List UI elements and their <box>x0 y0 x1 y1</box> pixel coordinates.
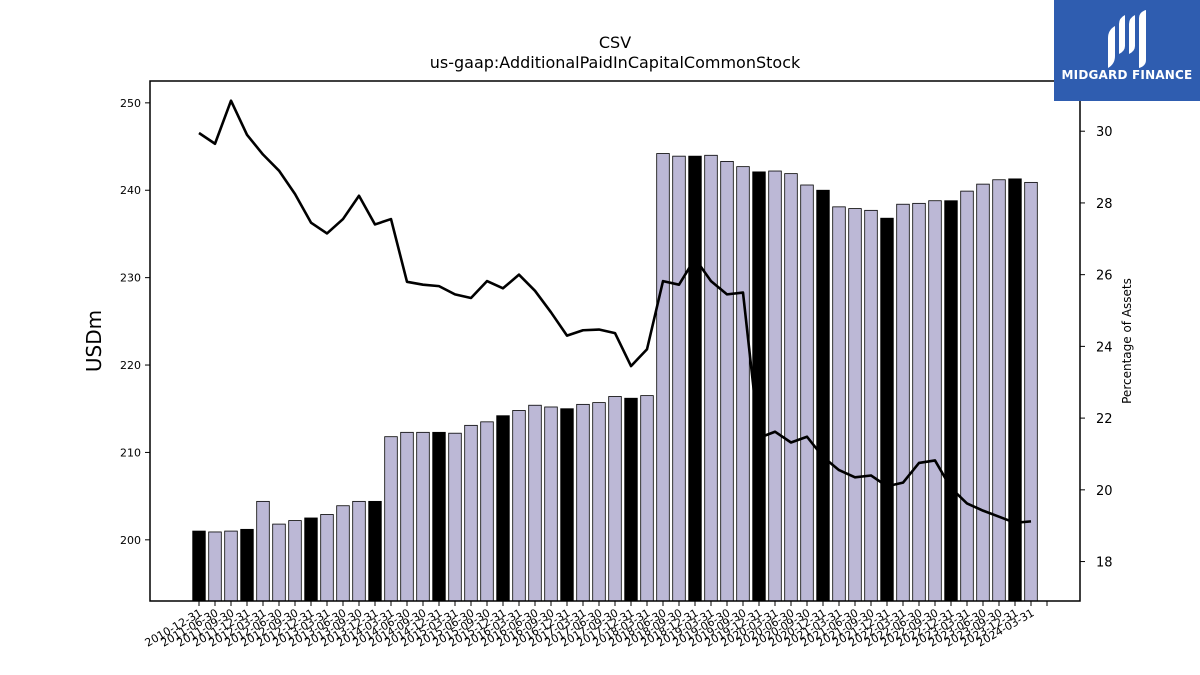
bar-40 <box>832 206 846 602</box>
bar-49 <box>976 183 990 602</box>
bar-2 <box>224 530 238 602</box>
bar-44 <box>896 203 910 602</box>
logo-mark-icon <box>1108 10 1146 68</box>
y-axis-left: 200 210 220 230 240 250 <box>120 97 150 547</box>
bar-10 <box>352 500 366 602</box>
bar-21 <box>528 404 542 602</box>
y-right-tick-label-2: 22 <box>1096 412 1113 427</box>
bar-45 <box>912 202 926 602</box>
bar-15 <box>432 431 446 602</box>
y-left-tick-label-1: 210 <box>120 446 141 459</box>
bar-32 <box>704 154 718 602</box>
x-axis: 2010-12-312011-06-302011-09-302011-12-31… <box>143 601 1048 650</box>
bar-17 <box>464 424 478 602</box>
bar-20 <box>512 410 526 602</box>
bar-7 <box>304 517 318 602</box>
y-axis-right-label: Percentage of Assets <box>1120 278 1134 404</box>
bar-51 <box>1008 178 1022 602</box>
bar-48 <box>960 190 974 602</box>
y-left-tick-label-2: 220 <box>120 359 141 372</box>
bar-34 <box>736 166 750 602</box>
percentage-line <box>198 99 1032 525</box>
bar-12 <box>384 436 398 602</box>
y-right-tick-label-6: 30 <box>1096 125 1113 140</box>
bar-16 <box>448 432 462 602</box>
line-series <box>198 99 1032 525</box>
y-right-tick-label-0: 18 <box>1096 556 1113 571</box>
chart-title: CSV <box>599 33 631 52</box>
bar-4 <box>256 500 270 602</box>
bar-42 <box>864 209 878 602</box>
bar-9 <box>336 505 350 602</box>
bar-11 <box>368 500 382 602</box>
y-left-tick-label-4: 240 <box>120 184 141 197</box>
bar-39 <box>816 189 830 602</box>
bar-41 <box>848 208 862 602</box>
bar-47 <box>944 200 958 602</box>
bar-23 <box>560 408 574 602</box>
bar-24 <box>576 403 590 602</box>
bar-37 <box>784 173 798 602</box>
bar-13 <box>400 431 414 602</box>
y-axis-left-label: USDm <box>82 310 106 372</box>
bar-6 <box>288 520 302 602</box>
y-left-tick-label-5: 250 <box>120 97 141 110</box>
bar-22 <box>544 406 558 602</box>
bar-38 <box>800 184 814 602</box>
bar-46 <box>928 200 942 602</box>
chart-subtitle: us-gaap:AdditionalPaidInCapitalCommonSto… <box>430 53 801 72</box>
bar-27 <box>624 397 638 602</box>
y-right-tick-label-5: 28 <box>1096 197 1113 212</box>
bar-28 <box>640 395 654 602</box>
bar-36 <box>768 170 782 602</box>
bar-26 <box>608 396 622 602</box>
bar-31 <box>688 155 702 602</box>
y-axis-right: 18 20 22 24 26 28 30 <box>1080 125 1113 571</box>
bar-series <box>192 153 1038 602</box>
bar-29 <box>656 153 670 602</box>
bar-0 <box>192 530 206 602</box>
bar-5 <box>272 523 286 602</box>
bar-52 <box>1024 181 1038 602</box>
y-left-tick-label-0: 200 <box>120 534 141 547</box>
bar-19 <box>496 415 510 602</box>
bar-43 <box>880 217 894 602</box>
bar-8 <box>320 514 334 602</box>
bar-1 <box>208 531 222 602</box>
logo-text: MIDGARD FINANCE <box>1061 68 1193 82</box>
y-right-tick-label-4: 26 <box>1096 269 1113 284</box>
y-left-tick-label-3: 230 <box>120 272 141 285</box>
bar-3 <box>240 528 254 602</box>
brand-logo: MIDGARD FINANCE <box>1054 0 1200 101</box>
y-right-tick-label-1: 20 <box>1096 484 1113 499</box>
bar-18 <box>480 421 494 602</box>
bar-14 <box>416 431 430 602</box>
y-right-tick-label-3: 24 <box>1096 340 1113 355</box>
bar-25 <box>592 402 606 602</box>
bar-50 <box>992 179 1006 602</box>
bar-33 <box>720 160 734 602</box>
bar-30 <box>672 155 686 602</box>
